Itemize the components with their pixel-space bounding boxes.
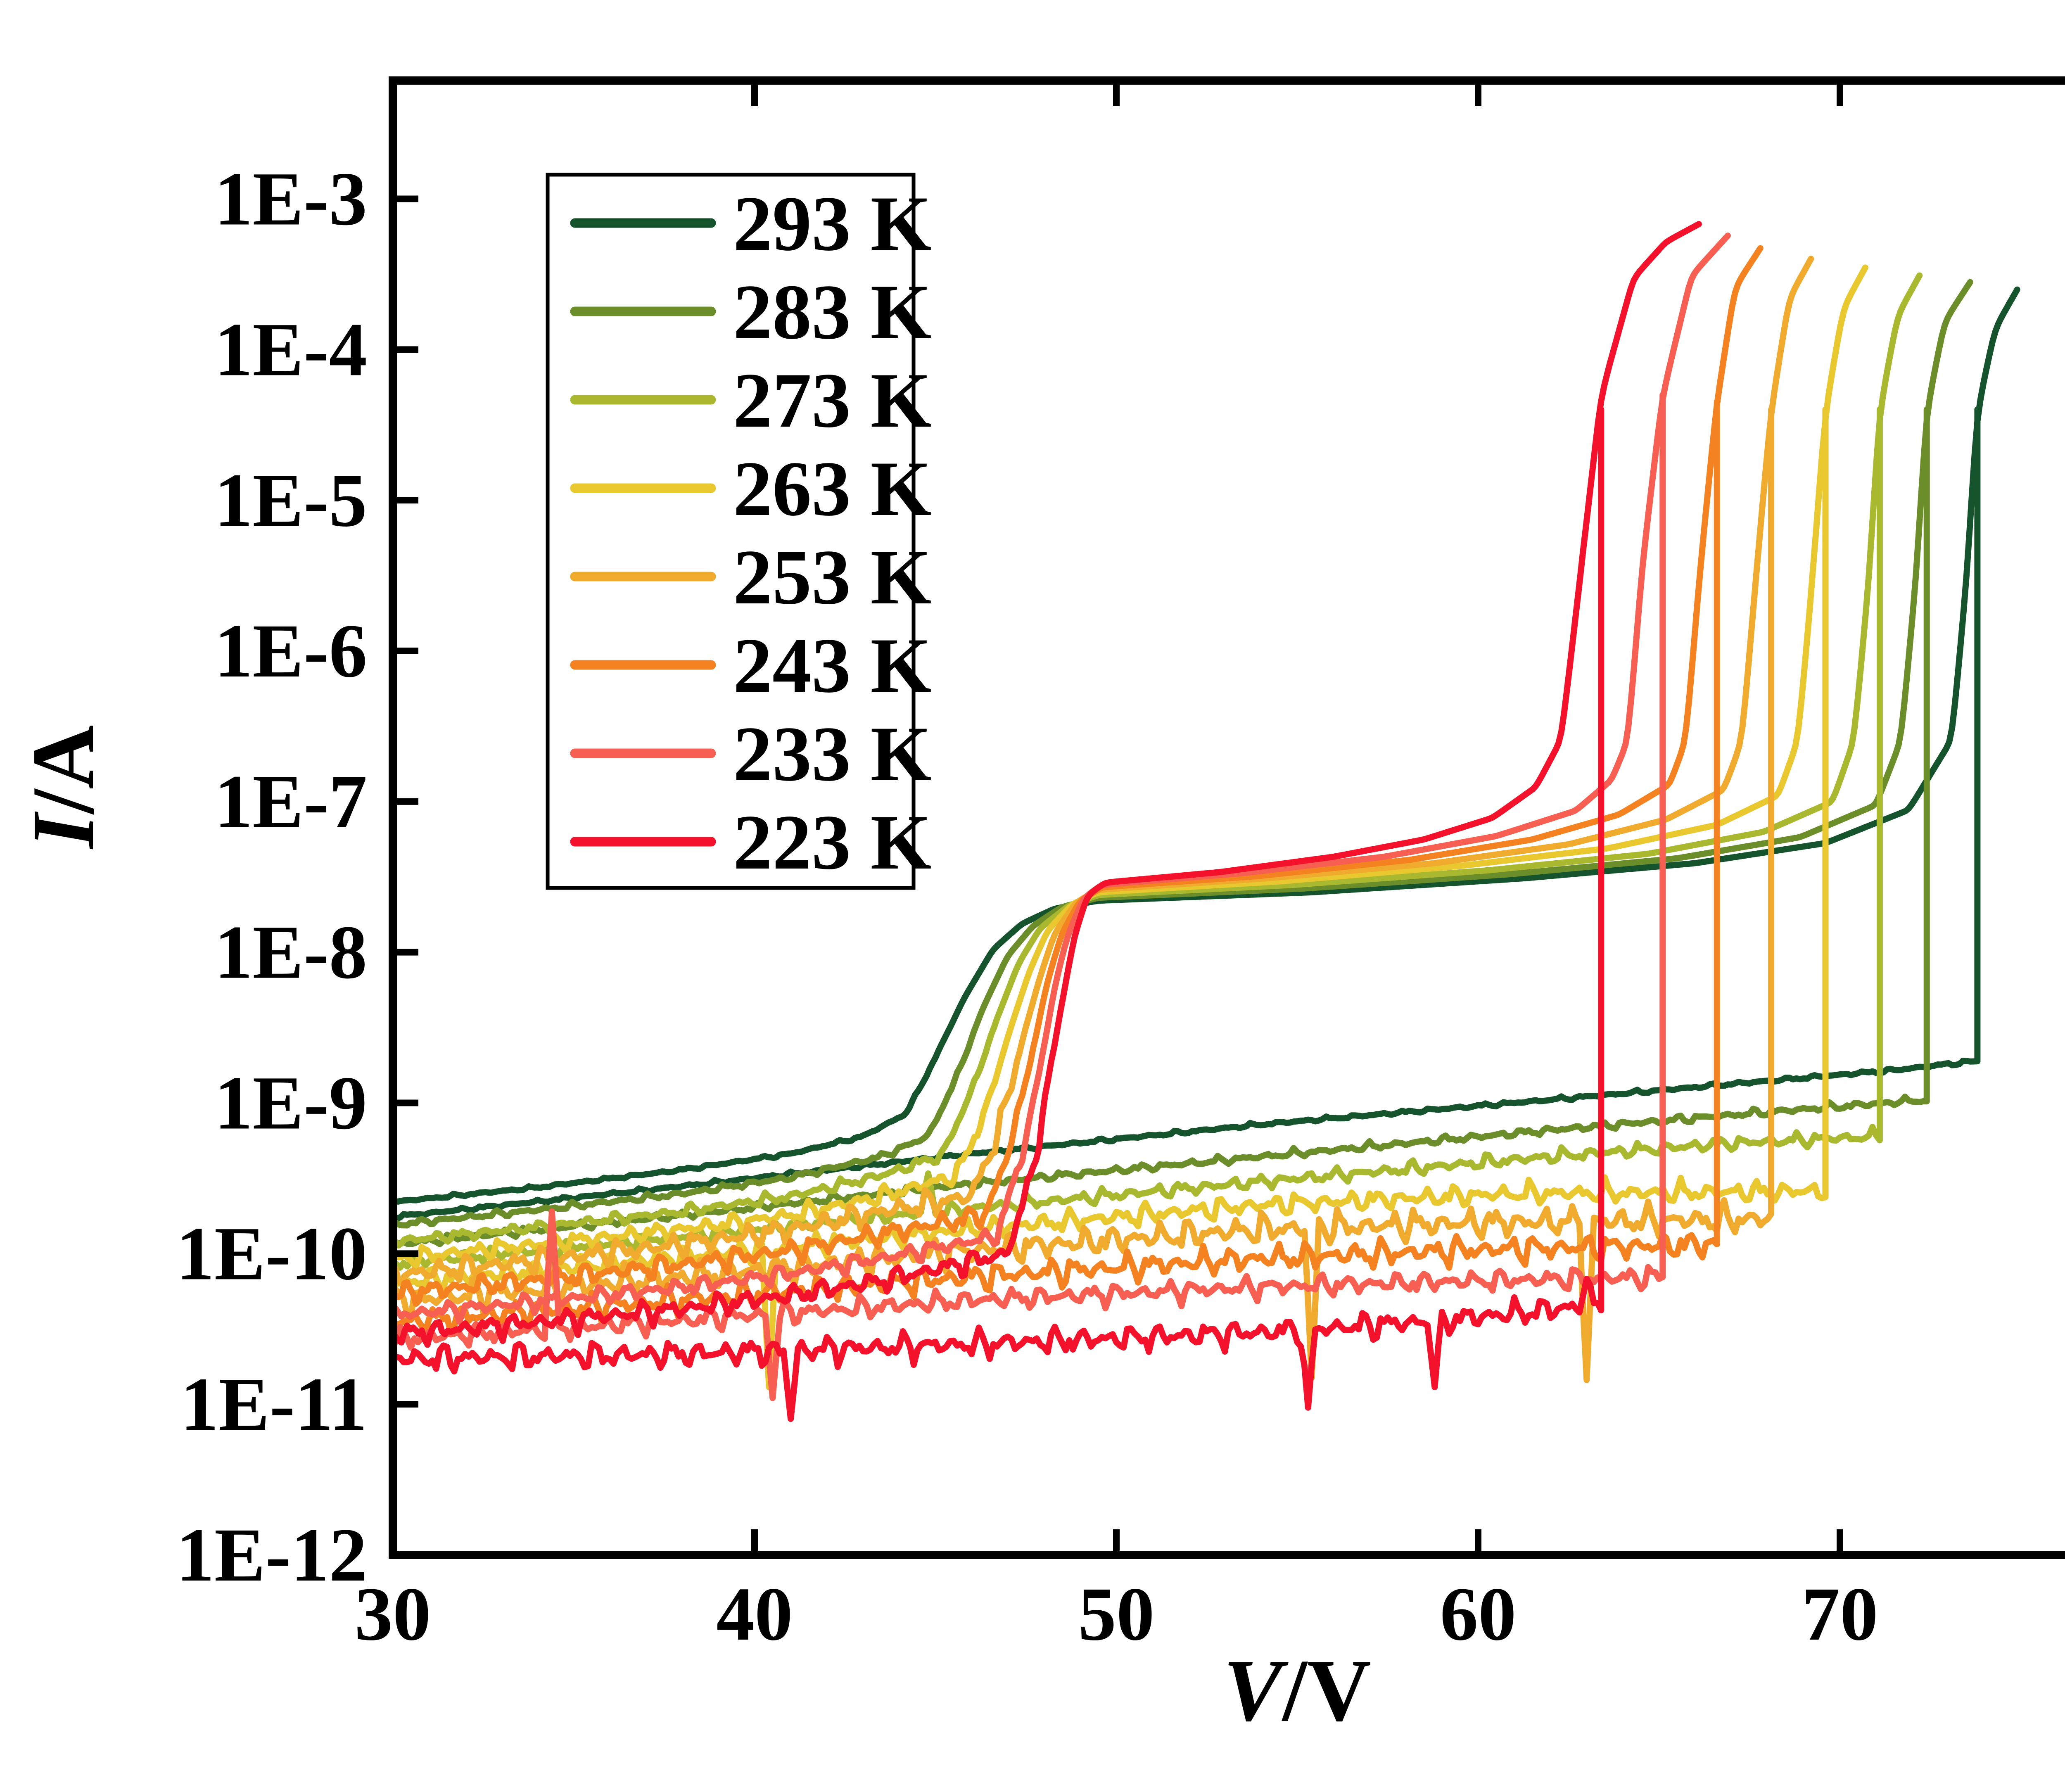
series-223k-on-branch [393, 221, 1702, 1348]
series-253k-off-branch [393, 406, 1775, 1383]
y-tick-label: 1E-10 [176, 1211, 368, 1296]
legend-label-263k: 263 K [733, 446, 931, 532]
series-273k-off-branch [393, 406, 1883, 1271]
x-tick-label: 50 [1078, 1572, 1155, 1657]
series-223k-off-branch [393, 406, 1605, 1422]
x-axis-title: V/V [1223, 1641, 1371, 1740]
y-tick-label: 1E-4 [214, 307, 367, 392]
x-tick-label: 60 [1440, 1572, 1517, 1657]
y-tick-label: 1E-12 [176, 1513, 368, 1597]
series-283k-on-branch [393, 279, 1973, 1229]
y-tick-label: 1E-6 [214, 609, 367, 693]
legend-label-273k: 273 K [733, 357, 931, 444]
x-tick-label: 70 [1802, 1572, 1878, 1657]
legend-label-243k: 243 K [733, 622, 931, 709]
legend-label-293k: 293 K [733, 180, 931, 267]
y-tick-label: 1E-8 [214, 910, 367, 995]
y-axis-title: I/A [14, 725, 112, 850]
series-273k-on-branch [393, 272, 1923, 1248]
x-tick-label: 30 [355, 1572, 431, 1657]
y-tick-label: 1E-7 [214, 760, 367, 844]
series-233k-on-branch [393, 233, 1731, 1325]
series-293k-on-branch [393, 286, 2020, 1206]
legend-label-283k: 283 K [733, 269, 931, 356]
curves-layer [393, 221, 2020, 1422]
legend-label-253k: 253 K [733, 534, 931, 621]
y-tick-label: 1E-9 [214, 1061, 367, 1146]
plot-frame [389, 76, 2065, 1559]
x-tick-label: 40 [717, 1572, 793, 1657]
legend-label-233k: 233 K [733, 711, 931, 797]
legend-box [546, 173, 916, 890]
legend-label-223k: 223 K [733, 799, 931, 886]
y-tick-label: 1E-11 [180, 1362, 367, 1447]
y-tick-label: 1E-3 [214, 157, 367, 242]
y-tick-label: 1E-5 [214, 458, 367, 543]
series-263k-off-branch [393, 406, 1829, 1391]
axes-layer: 3040506070801E-31E-41E-51E-61E-71E-81E-9… [14, 76, 2065, 1740]
